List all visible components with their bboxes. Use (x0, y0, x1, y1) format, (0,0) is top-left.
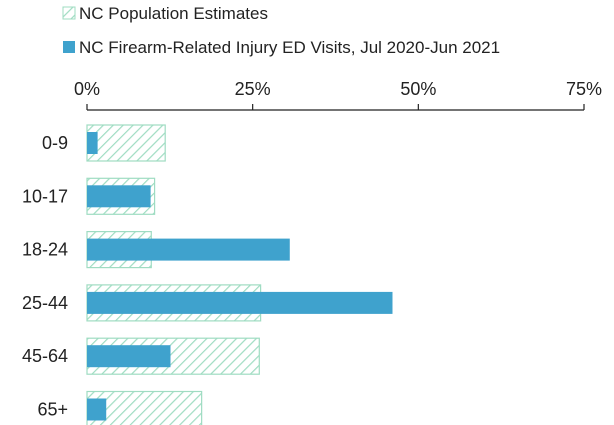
x-tick-label: 50% (400, 79, 436, 99)
category-labels: 0-9 10-17 18-24 25-44 45-64 65+ (22, 133, 68, 420)
category-label: 25-44 (22, 293, 68, 313)
legend-item-population: NC Population Estimates (62, 4, 268, 23)
legend-item-ed-visits: NC Firearm-Related Injury ED Visits, Jul… (63, 38, 500, 57)
category-label: 10-17 (22, 186, 68, 206)
category-label: 18-24 (22, 240, 68, 260)
legend: NC Population Estimates NC Firearm-Relat… (62, 4, 500, 57)
legend-swatch-ed-visits (63, 41, 75, 53)
x-tick-label: 0% (74, 79, 100, 99)
category-label: 0-9 (42, 133, 68, 153)
bar-ed-visits (87, 185, 151, 208)
bar-ed-visits (87, 132, 98, 154)
legend-label-population: NC Population Estimates (79, 4, 268, 23)
legend-swatch-population (62, 6, 76, 20)
x-tick-label: 75% (566, 79, 602, 99)
bars (86, 124, 393, 425)
legend-label-ed-visits: NC Firearm-Related Injury ED Visits, Jul… (79, 38, 500, 57)
bar-population (86, 337, 260, 375)
category-label: 65+ (37, 400, 68, 420)
category-label: 45-64 (22, 346, 68, 366)
bar-ed-visits (87, 345, 171, 368)
bar-ed-visits (87, 238, 290, 261)
x-axis: 0% 25% 50% 75% (74, 79, 602, 111)
x-tick-label: 25% (235, 79, 271, 99)
bar-population (86, 124, 166, 162)
bar-ed-visits (87, 398, 107, 421)
bar-ed-visits (87, 291, 393, 314)
